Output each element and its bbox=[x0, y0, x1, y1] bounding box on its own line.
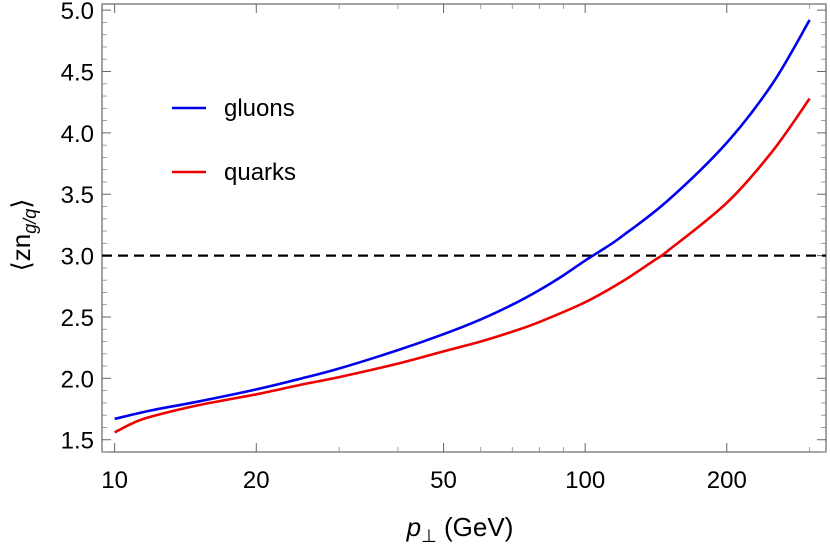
legend: gluons quarks bbox=[172, 95, 296, 186]
x-tick-labels: 10 20 50 100 200 bbox=[101, 467, 747, 494]
y-axis-label-post: ⟩ bbox=[6, 199, 36, 209]
y-tick-labels: 1.5 2.0 2.5 3.0 3.5 4.0 4.5 5.0 bbox=[61, 0, 94, 455]
series-line-gluons bbox=[114, 19, 811, 421]
y-tick-label: 4.0 bbox=[61, 121, 94, 148]
x-axis-label-main: p bbox=[406, 512, 421, 542]
y-tick-label: 4.5 bbox=[61, 60, 94, 87]
y-tick-label: 1.5 bbox=[61, 428, 94, 455]
series-group bbox=[114, 19, 811, 434]
x-axis-label-sub: ⊥ bbox=[421, 526, 437, 545]
y-tick-label: 2.0 bbox=[61, 366, 94, 393]
x-tick-label: 20 bbox=[243, 467, 270, 494]
x-tick-label: 50 bbox=[430, 467, 457, 494]
legend-label-gluons: gluons bbox=[224, 95, 295, 122]
x-tick-label: 100 bbox=[565, 467, 605, 494]
plot-frame bbox=[101, 3, 827, 453]
y-tick-label: 3.0 bbox=[61, 244, 94, 271]
axis-ticks bbox=[102, 4, 826, 453]
y-tick-label: 5.0 bbox=[61, 0, 94, 25]
x-tick-label: 10 bbox=[101, 467, 128, 494]
x-tick-label: 200 bbox=[707, 467, 747, 494]
y-axis-label-pre: ⟨zn bbox=[6, 234, 36, 272]
x-axis-label: p⊥ (GeV) bbox=[406, 512, 514, 545]
y-tick-label: 2.5 bbox=[61, 305, 94, 332]
legend-label-quarks: quarks bbox=[224, 159, 296, 186]
x-axis-label-unit: (GeV) bbox=[437, 512, 514, 542]
y-axis-label-sub: g/q bbox=[20, 209, 40, 234]
y-tick-label: 3.5 bbox=[61, 182, 94, 209]
y-axis-label: ⟨zng/q⟩ bbox=[6, 199, 40, 272]
series-line-quarks bbox=[114, 97, 811, 434]
